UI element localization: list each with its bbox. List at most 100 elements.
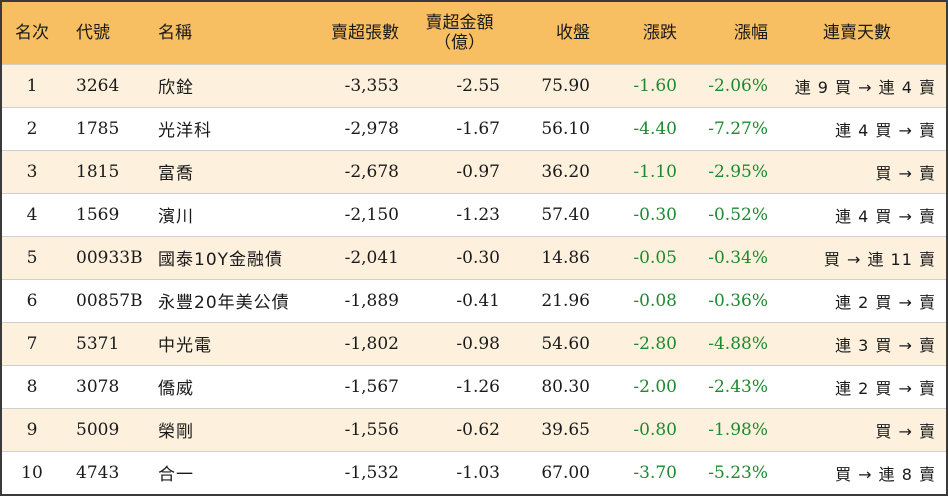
- cell-change-pct: -0.34%: [708, 247, 768, 268]
- table-row: 6 00857B 永豐20年美公債 -1,889 -0.41 21.96 -0.08 -0.3…: [2, 279, 946, 322]
- cell-rank: 5: [26, 247, 38, 268]
- table-row: 8 3078 僑威 -1,567 -1.26 80.30 -2.00 -2.43% 連 2 買 …: [2, 365, 946, 408]
- cell-sell-amount: -1.26: [456, 376, 500, 397]
- cell-rank: 2: [26, 118, 38, 139]
- cell-sell-volume: -2,678: [344, 161, 399, 182]
- cell-consecutive-days: 連 4 買 → 賣: [835, 206, 936, 226]
- cell-name: 合一: [158, 465, 194, 486]
- cell-sell-volume: -1,567: [344, 376, 399, 397]
- cell-change: -4.40: [633, 118, 677, 139]
- cell-change-pct: -0.52%: [708, 204, 768, 225]
- table-row: 9 5009 榮剛 -1,556 -0.62 39.65 -0.80 -1.98% 買 → 賣: [2, 408, 946, 451]
- header-close: 收盤: [556, 22, 590, 43]
- header-row: 名次 代號 名稱 賣超張數 賣超金額 （億） 收盤 漲跌 漲幅 連賣天數: [2, 2, 946, 64]
- header-change-pct: 漲幅: [734, 22, 768, 43]
- cell-sell-volume: -2,150: [344, 204, 399, 225]
- cell-change-pct: -2.43%: [708, 376, 768, 397]
- cell-code: 3078: [76, 376, 120, 397]
- cell-consecutive-days: 連 9 買 → 連 4 賣: [794, 77, 936, 97]
- cell-change: -0.80: [633, 419, 677, 440]
- cell-code: 1785: [76, 118, 120, 139]
- cell-consecutive-days: 連 2 買 → 賣: [835, 378, 936, 398]
- cell-name: 光洋科: [158, 121, 212, 141]
- cell-name: 國泰10Y金融債: [158, 250, 284, 270]
- table-body: 1 3264 欣銓 -3,353 -2.55 75.90 -1.60 -2.06% 連 9 買 …: [2, 64, 946, 494]
- header-sell-amount: 賣超金額 （億）: [399, 2, 500, 64]
- cell-change-pct: -2.06%: [708, 75, 768, 96]
- cell-sell-amount: -1.03: [456, 462, 500, 483]
- cell-name: 永豐20年美公債: [158, 293, 290, 313]
- cell-name: 富喬: [158, 164, 194, 184]
- cell-sell-amount: -1.67: [456, 118, 500, 139]
- cell-sell-volume: -1,802: [344, 333, 399, 354]
- cell-name: 僑威: [158, 379, 194, 399]
- cell-close: 36.20: [541, 161, 590, 182]
- cell-code: 5371: [76, 333, 120, 354]
- cell-change: -0.05: [633, 247, 677, 268]
- cell-change-pct: -7.27%: [708, 118, 768, 139]
- cell-rank: 10: [21, 462, 43, 483]
- cell-name: 中光電: [158, 336, 212, 356]
- cell-rank: 8: [26, 376, 38, 397]
- cell-sell-amount: -0.62: [456, 419, 500, 440]
- table-row: 3 1815 富喬 -2,678 -0.97 36.20 -1.10 -2.95% 買 → 賣: [2, 150, 946, 193]
- cell-consecutive-days: 買 → 賣: [875, 421, 936, 441]
- cell-sell-volume: -2,041: [344, 247, 399, 268]
- header-rank: 名次: [15, 22, 49, 43]
- cell-close: 54.60: [541, 333, 590, 354]
- cell-sell-amount: -0.97: [456, 161, 500, 182]
- cell-change-pct: -5.23%: [708, 462, 768, 483]
- cell-rank: 1: [26, 75, 38, 96]
- cell-rank: 6: [26, 290, 38, 311]
- cell-sell-volume: -3,353: [344, 75, 399, 96]
- cell-consecutive-days: 買 → 連 11 賣: [823, 249, 936, 269]
- cell-sell-amount: -0.30: [456, 247, 500, 268]
- header-change: 漲跌: [643, 22, 677, 43]
- cell-change: -1.10: [633, 161, 677, 182]
- cell-name: 欣銓: [158, 78, 194, 98]
- cell-close: 80.30: [541, 376, 590, 397]
- cell-change: -0.30: [633, 204, 677, 225]
- table-row: 5 00933B 國泰10Y金融債 -2,041 -0.30 14.86 -0.05 -0.3…: [2, 236, 946, 279]
- cell-change-pct: -2.95%: [708, 161, 768, 182]
- cell-close: 14.86: [541, 247, 590, 268]
- cell-close: 67.00: [541, 462, 590, 483]
- header-sell-amount-line1: 賣超金額: [425, 12, 494, 33]
- header-consecutive-days: 連賣天數: [823, 22, 891, 43]
- cell-sell-volume: -1,556: [344, 419, 399, 440]
- cell-rank: 9: [26, 419, 38, 440]
- header-name: 名稱: [158, 22, 192, 43]
- cell-sell-amount: -0.41: [456, 290, 500, 311]
- cell-close: 57.40: [541, 204, 590, 225]
- header-code: 代號: [76, 22, 110, 43]
- cell-code: 1569: [76, 204, 120, 225]
- cell-code: 3264: [76, 75, 120, 96]
- cell-change-pct: -0.36%: [708, 290, 768, 311]
- cell-change: -2.80: [633, 333, 677, 354]
- cell-close: 56.10: [541, 118, 590, 139]
- cell-consecutive-days: 買 → 賣: [875, 163, 936, 183]
- table-row: 2 1785 光洋科 -2,978 -1.67 56.10 -4.40 -7.27% 連 4 買…: [2, 107, 946, 150]
- cell-code: 00857B: [76, 290, 143, 311]
- cell-change-pct: -1.98%: [708, 419, 768, 440]
- cell-change: -1.60: [633, 75, 677, 96]
- table-header: 名次 代號 名稱 賣超張數 賣超金額 （億） 收盤 漲跌 漲幅 連賣天數: [2, 2, 946, 64]
- cell-code: 4743: [76, 462, 120, 483]
- cell-consecutive-days: 連 3 買 → 賣: [835, 335, 936, 355]
- cell-name: 濱川: [158, 207, 194, 227]
- cell-code: 5009: [76, 419, 120, 440]
- cell-name: 榮剛: [158, 422, 194, 442]
- cell-sell-volume: -2,978: [344, 118, 399, 139]
- cell-rank: 7: [26, 333, 38, 354]
- table-row: 10 4743 合一 -1,532 -1.03 67.00 -3.70 -5.23% 買 → 連…: [2, 451, 946, 494]
- cell-rank: 3: [26, 161, 38, 182]
- header-sell-amount-line2: （億）: [434, 32, 485, 53]
- cell-change: -3.70: [633, 462, 677, 483]
- cell-change-pct: -4.88%: [708, 333, 768, 354]
- cell-sell-amount: -2.55: [456, 75, 500, 96]
- cell-change: -0.08: [633, 290, 677, 311]
- cell-change: -2.00: [633, 376, 677, 397]
- header-sell-volume: 賣超張數: [331, 22, 399, 43]
